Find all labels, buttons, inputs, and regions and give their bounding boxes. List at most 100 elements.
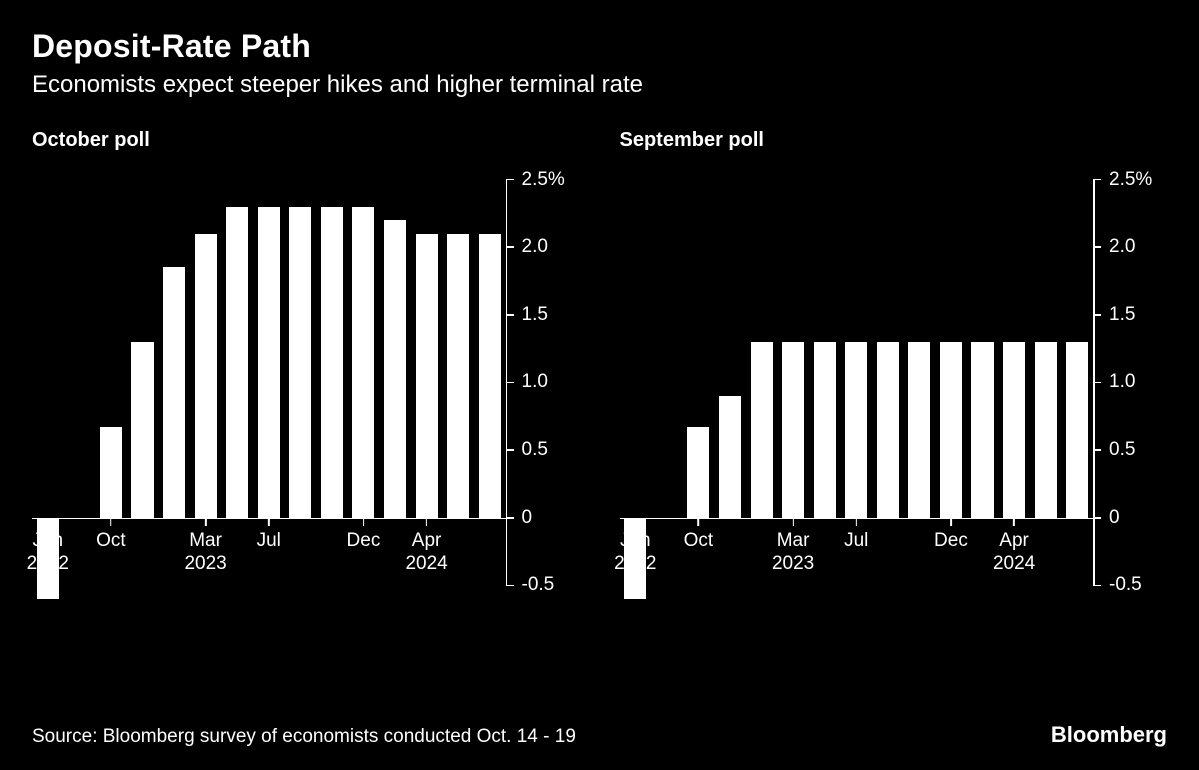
x-tick-mark [1013, 518, 1015, 526]
y-tick: 0.5 [506, 440, 548, 460]
x-tick: Jul [257, 518, 281, 553]
x-tick-label: Mar 2023 [184, 530, 226, 576]
x-tick-mark [47, 518, 49, 526]
panels-container: October poll Jun 2022 Oct Mar 2023 Jul Dec Apr… [32, 129, 1167, 626]
bar [1003, 342, 1025, 518]
x-tick-label: Jun 2022 [614, 530, 656, 576]
x-tick: Jun 2022 [27, 518, 69, 576]
y-tick-mark [1093, 517, 1101, 519]
bar [814, 342, 836, 518]
chart-title: Deposit-Rate Path [32, 28, 1167, 65]
y-tick: -0.5 [1093, 575, 1142, 595]
y-tick-label: 0 [522, 507, 533, 529]
chart-wrap: Jun 2022OctMar 2023JulDecApr 20242.5%2.0… [32, 166, 580, 626]
bar [131, 342, 153, 518]
x-tick-label: Jun 2022 [27, 530, 69, 576]
panel-september: September pollJun 2022OctMar 2023JulDecA… [620, 129, 1168, 626]
bar [1035, 342, 1057, 518]
x-tick: Oct [96, 518, 126, 553]
y-tick: 0.5 [1093, 440, 1135, 460]
y-tick-mark [506, 246, 514, 248]
y-tick-label: 0.5 [522, 439, 548, 461]
bar [163, 267, 185, 517]
y-tick: 1.0 [1093, 372, 1135, 392]
chart-subtitle: Economists expect steeper hikes and high… [32, 71, 1167, 99]
bar [416, 234, 438, 518]
brand-text: Bloomberg [1051, 722, 1167, 748]
bar [845, 342, 867, 518]
y-tick: -0.5 [506, 575, 555, 595]
x-tick-mark [268, 518, 270, 526]
bar [289, 207, 311, 518]
x-tick-mark [855, 518, 857, 526]
bar [226, 207, 248, 518]
panel-title-october: October poll [32, 129, 580, 152]
bar [719, 396, 741, 518]
y-tick-mark [506, 449, 514, 451]
x-tick: Jul [844, 518, 868, 553]
y-tick-label: 2.0 [1109, 236, 1135, 258]
y-tick-mark [1093, 585, 1101, 587]
y-tick-mark [1093, 449, 1101, 451]
y-tick-label: -0.5 [1109, 574, 1142, 596]
y-tick-mark [506, 382, 514, 384]
y-tick: 1.0 [506, 372, 548, 392]
x-tick-label: Apr 2024 [993, 530, 1035, 576]
bar [877, 342, 899, 518]
x-tick-label: Jul [844, 530, 868, 553]
x-tick: Jun 2022 [614, 518, 656, 576]
y-tick-mark [1093, 314, 1101, 316]
bar [971, 342, 993, 518]
x-tick-mark [635, 518, 637, 526]
y-tick: 1.5 [506, 305, 548, 325]
y-tick: 2.5% [506, 170, 565, 190]
x-tick: Oct [684, 518, 714, 553]
y-tick-mark [506, 179, 514, 181]
y-tick-label: 2.0 [522, 236, 548, 258]
y-tick-mark [1093, 246, 1101, 248]
footer: Source: Bloomberg survey of economists c… [32, 722, 1167, 748]
y-tick-label: 1.0 [522, 371, 548, 393]
panel-title-september: September poll [620, 129, 1168, 152]
x-tick-mark [110, 518, 112, 526]
x-tick-mark [205, 518, 207, 526]
y-axis: 2.5% 2.0 1.5 1.0 0.5 0 -0.5 [506, 166, 580, 626]
x-tick: Apr 2024 [993, 518, 1035, 576]
bar [195, 234, 217, 518]
x-tick-label: Jul [257, 530, 281, 553]
y-tick-label: 1.5 [1109, 304, 1135, 326]
y-tick-label: 1.5 [522, 304, 548, 326]
bar [321, 207, 343, 518]
chart-wrap: Jun 2022OctMar 2023JulDecApr 20242.5%2.0… [620, 166, 1168, 626]
y-tick: 2.0 [1093, 237, 1135, 257]
y-tick-mark [1093, 179, 1101, 181]
panel-october: October pollJun 2022OctMar 2023JulDecApr… [32, 129, 580, 626]
bar [479, 234, 501, 518]
bar [687, 427, 709, 518]
x-tick-mark [792, 518, 794, 526]
y-tick-label: 2.5% [522, 169, 565, 191]
y-tick: 0 [1093, 508, 1120, 528]
x-tick-label: Apr 2024 [405, 530, 447, 576]
y-tick-mark [506, 314, 514, 316]
x-tick: Dec [934, 518, 968, 553]
y-tick-label: 2.5% [1109, 169, 1152, 191]
plot-area: Jun 2022OctMar 2023JulDecApr 2024 [620, 166, 1094, 626]
y-tick: 2.0 [506, 237, 548, 257]
bar [100, 427, 122, 518]
y-tick: 2.5% [1093, 170, 1152, 190]
bar [782, 342, 804, 518]
source-text: Source: Bloomberg survey of economists c… [32, 726, 576, 748]
bar [447, 234, 469, 518]
x-tick: Mar 2023 [184, 518, 226, 576]
x-tick: Apr 2024 [405, 518, 447, 576]
y-tick-label: 0.5 [1109, 439, 1135, 461]
bar [751, 342, 773, 518]
y-tick-mark [506, 585, 514, 587]
x-tick-label: Oct [684, 530, 714, 553]
bar [258, 207, 280, 518]
x-tick-label: Dec [934, 530, 968, 553]
x-tick-mark [426, 518, 428, 526]
y-tick-label: -0.5 [522, 574, 555, 596]
y-tick-mark [506, 517, 514, 519]
